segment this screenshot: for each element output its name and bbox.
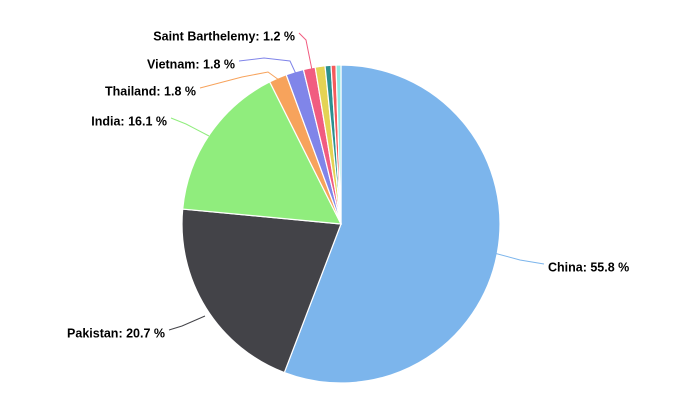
slices-layer bbox=[181, 64, 501, 384]
pie-slice-pakistan[interactable] bbox=[181, 208, 342, 374]
connectors-layer bbox=[168, 32, 545, 331]
data-label-thailand: Thailand: 1.8 % bbox=[105, 84, 196, 98]
connector-line-vietnam bbox=[238, 57, 297, 75]
labels-layer: China: 55.8 % Pakistan: 20.7 % India: 16.1… bbox=[67, 29, 629, 340]
connector-line-pakistan bbox=[168, 315, 206, 331]
data-label-vietnam: Vietnam: 1.8 % bbox=[147, 57, 235, 71]
pie-slice-india[interactable] bbox=[182, 81, 343, 225]
data-label-pakistan: Pakistan: 20.7 % bbox=[67, 326, 165, 340]
data-label-india: India: 16.1 % bbox=[91, 114, 167, 128]
connector-line-thailand bbox=[199, 71, 280, 89]
pie-slice-other-9[interactable] bbox=[335, 64, 342, 225]
data-label-saint-barthelemy: Saint Barthelemy: 1.2 % bbox=[153, 29, 295, 43]
pie-slice-china[interactable] bbox=[283, 64, 501, 384]
connector-line-saint-barthelemy bbox=[298, 32, 313, 71]
data-label-china: China: 55.8 % bbox=[548, 260, 629, 274]
connector-line-china bbox=[493, 252, 545, 265]
connector-line-india bbox=[170, 117, 210, 137]
